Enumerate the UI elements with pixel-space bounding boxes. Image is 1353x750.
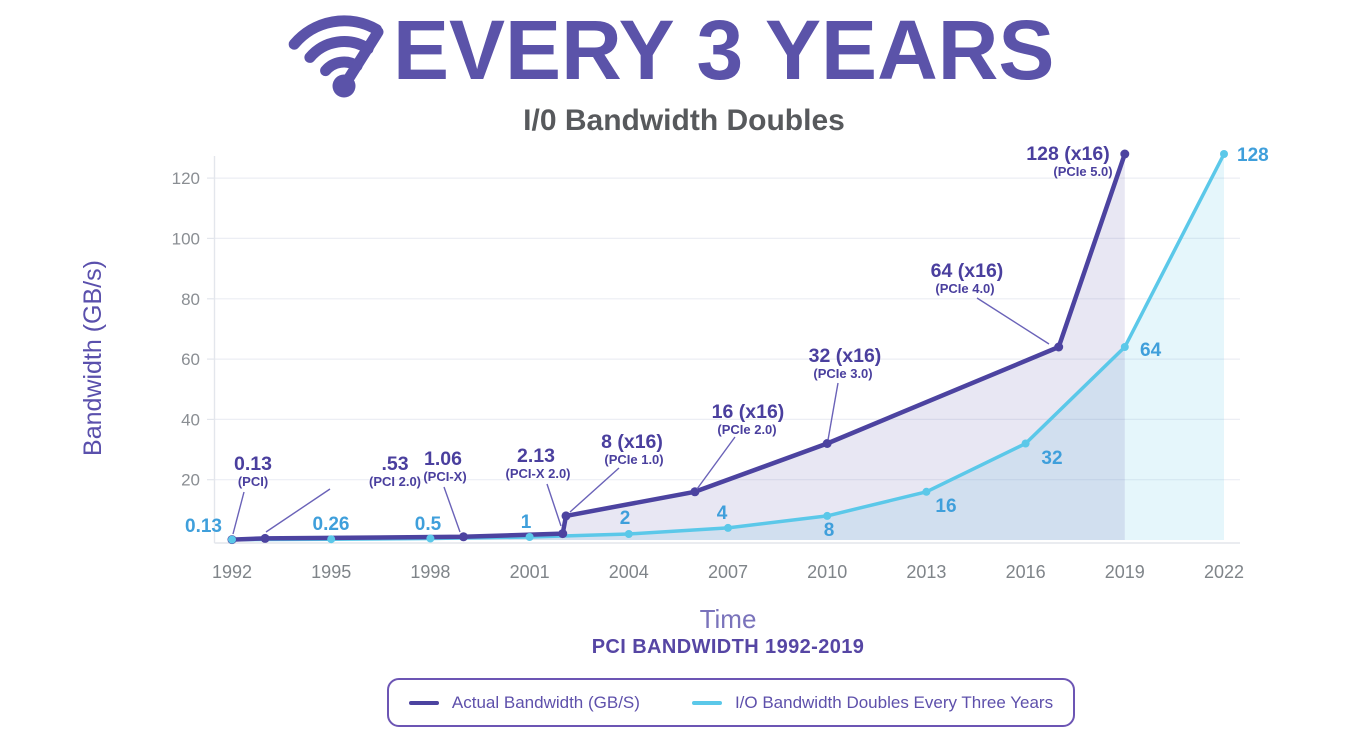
page-subtitle: I/0 Bandwidth Doubles bbox=[523, 104, 845, 137]
actual-point-label: 0.13 bbox=[234, 453, 272, 475]
doubling-data-point bbox=[922, 487, 931, 496]
doubling-point-label: 0.13 bbox=[185, 516, 222, 537]
actual-point-sublabel: (PCIe 4.0) bbox=[935, 281, 994, 296]
actual-data-point bbox=[558, 529, 568, 539]
actual-data-point bbox=[690, 487, 700, 497]
y-tick-label: 40 bbox=[181, 410, 200, 429]
actual-point-sublabel: (PCIe 5.0) bbox=[1053, 164, 1112, 179]
actual-point-label: 2.13 bbox=[517, 445, 555, 467]
x-tick-label: 1995 bbox=[311, 562, 351, 582]
actual-point-label: 8 (x16) bbox=[601, 431, 663, 453]
x-tick-label: 2013 bbox=[906, 562, 946, 582]
x-tick-label: 2019 bbox=[1105, 562, 1145, 582]
actual-point-label: 16 (x16) bbox=[712, 401, 785, 423]
doubling-point-label: 8 bbox=[824, 520, 835, 541]
chart-caption: PCI BANDWIDTH 1992-2019 bbox=[591, 636, 865, 658]
doubling-data-point bbox=[1120, 343, 1129, 351]
annotation-leader-line bbox=[265, 488, 331, 533]
actual-data-point bbox=[561, 511, 571, 521]
actual-point-sublabel: (PCI) bbox=[238, 474, 268, 489]
actual-area-fill bbox=[232, 154, 1125, 540]
actual-point-sublabel: (PCIe 2.0) bbox=[717, 422, 776, 437]
doubling-data-point bbox=[823, 511, 832, 520]
doubling-swatch bbox=[691, 700, 722, 705]
legend-item-actual-bandwidth: Actual Bandwidth (GB/S) bbox=[408, 692, 640, 713]
actual-point-sublabel: (PCI-X) bbox=[423, 469, 466, 484]
doubling-point-label: 16 bbox=[935, 496, 956, 517]
doubling-point-label: 1 bbox=[521, 512, 532, 533]
page-title: EVERY 3 YEARS bbox=[393, 3, 1055, 97]
doubling-point-label: 32 bbox=[1041, 448, 1062, 469]
doubling-data-point bbox=[426, 534, 435, 543]
actual-point-sublabel: (PCI 2.0) bbox=[369, 474, 421, 489]
y-tick-label: 120 bbox=[172, 169, 200, 188]
y-tick-label: 60 bbox=[181, 350, 200, 369]
actual-data-point bbox=[1120, 149, 1130, 159]
doubling-point-label: 2 bbox=[620, 508, 631, 529]
wifi-arc-medium bbox=[304, 36, 374, 63]
annotation-leader-line bbox=[696, 436, 736, 490]
doubling-data-point bbox=[1220, 150, 1228, 158]
doubling-data-point bbox=[327, 535, 336, 544]
speedometer-hub bbox=[332, 74, 356, 98]
y-axis-title: Bandwidth (GB/s) bbox=[79, 260, 107, 456]
annotation-leader-line bbox=[827, 382, 839, 441]
doubling-point-label: 4 bbox=[717, 503, 728, 524]
chart-legend: Actual Bandwidth (GB/S) I/O Bandwidth Do… bbox=[387, 678, 1075, 727]
actual-bandwidth-swatch bbox=[408, 700, 439, 705]
legend-item-doubling: I/O Bandwidth Doubles Every Three Years bbox=[691, 692, 1054, 713]
doubling-data-point bbox=[525, 533, 534, 541]
annotation-leader-line bbox=[546, 483, 562, 527]
x-tick-label: 2010 bbox=[807, 562, 847, 582]
x-tick-label: 1998 bbox=[410, 562, 450, 582]
annotation-leader-line bbox=[976, 297, 1050, 345]
x-tick-label: 1992 bbox=[212, 562, 252, 582]
annotation-leader-line bbox=[232, 491, 245, 535]
x-axis-title: Time bbox=[699, 604, 757, 634]
x-tick-label: 2016 bbox=[1006, 562, 1046, 582]
doubling-data-point bbox=[624, 530, 633, 538]
doubling-point-label: 0.26 bbox=[313, 514, 350, 535]
y-tick-label: 80 bbox=[181, 290, 200, 309]
actual-point-label: 128 (x16) bbox=[1026, 143, 1109, 165]
actual-point-sublabel: (PCIe 3.0) bbox=[813, 366, 872, 381]
wifi-speedometer-icon bbox=[288, 15, 384, 98]
wifi-arc-large bbox=[288, 15, 382, 50]
y-tick-label: 20 bbox=[181, 471, 200, 490]
actual-point-sublabel: (PCI-X 2.0) bbox=[505, 466, 570, 481]
doubling-point-label: 0.5 bbox=[415, 514, 442, 535]
annotation-leader-line bbox=[569, 467, 620, 513]
doubling-data-point bbox=[1021, 439, 1030, 448]
x-tick-label: 2022 bbox=[1204, 562, 1244, 582]
legend-label-actual-bandwidth: Actual Bandwidth (GB/S) bbox=[451, 692, 640, 712]
doubling-area-fill bbox=[232, 154, 1224, 540]
doubling-data-point bbox=[724, 523, 732, 532]
doubling-data-point bbox=[228, 535, 236, 544]
actual-data-point bbox=[822, 439, 832, 448]
doubling-point-label: 64 bbox=[1140, 340, 1162, 361]
actual-point-label: .53 bbox=[381, 453, 408, 475]
actual-point-label: 64 (x16) bbox=[931, 260, 1004, 282]
y-tick-label: 100 bbox=[172, 229, 200, 248]
doubling-point-label: 128 bbox=[1237, 145, 1269, 166]
actual-point-sublabel: (PCIe 1.0) bbox=[604, 452, 663, 467]
actual-point-label: 32 (x16) bbox=[809, 345, 882, 367]
actual-data-point bbox=[459, 532, 468, 542]
annotation-leader-line bbox=[443, 486, 461, 533]
actual-point-label: 1.06 bbox=[424, 448, 462, 470]
x-tick-label: 2001 bbox=[510, 562, 550, 582]
legend-label-doubling: I/O Bandwidth Doubles Every Three Years bbox=[734, 692, 1054, 712]
actual-data-point bbox=[1054, 342, 1064, 352]
actual-data-point bbox=[260, 533, 270, 543]
x-tick-label: 2007 bbox=[708, 562, 748, 582]
x-tick-label: 2004 bbox=[609, 562, 649, 582]
